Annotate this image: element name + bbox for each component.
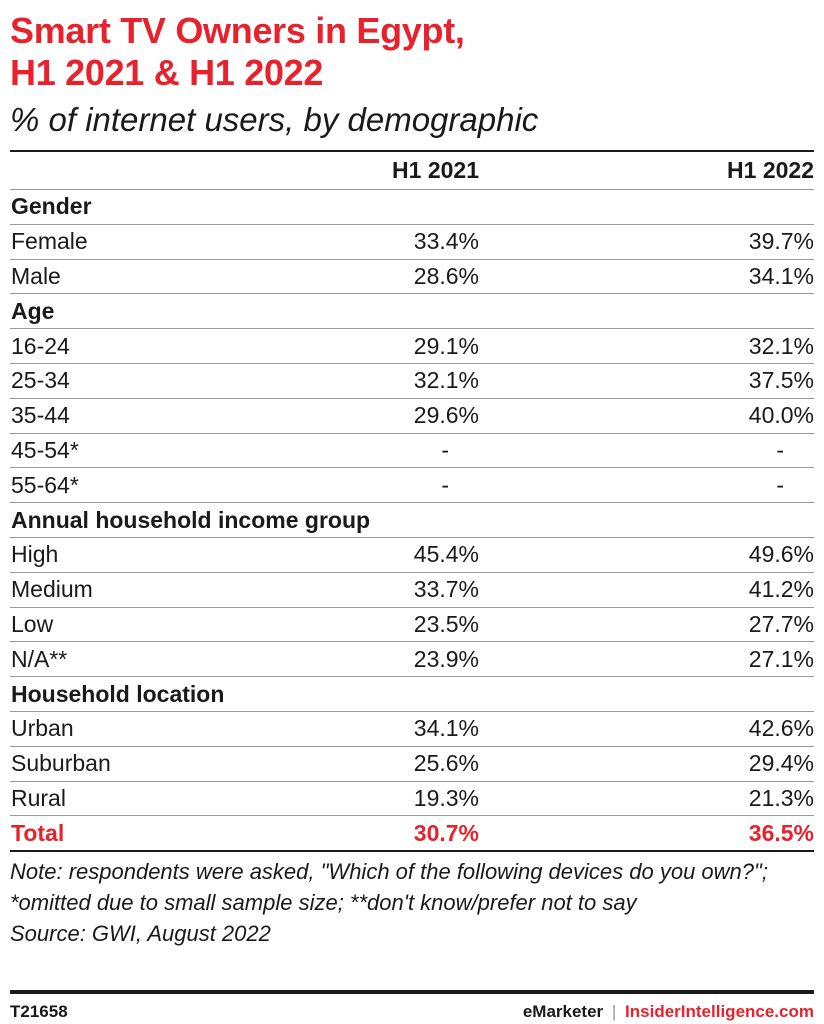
table-row: Urban 34.1% 42.6% [10, 712, 814, 747]
value-h1-2022: 40.0% [748, 402, 814, 429]
table-row: 55-64* - - [10, 468, 814, 504]
group-label: Annual household income group [11, 506, 371, 533]
source-text: Source: GWI, August 2022 [10, 921, 271, 947]
title-line-1: Smart TV Owners in Egypt, [10, 10, 465, 51]
table-row: 16-24 29.1% 32.1% [10, 329, 814, 364]
table-row: Low 23.5% 27.7% [10, 608, 814, 643]
row-label: 45-54* [11, 436, 79, 463]
value-h1-2022: 32.1% [748, 332, 814, 359]
table-header-row: H1 2021 H1 2022 [10, 152, 814, 190]
row-label: Suburban [11, 750, 111, 777]
table-row: Suburban 25.6% 29.4% [10, 747, 814, 782]
row-label: Rural [11, 784, 66, 811]
chart-container: Smart TV Owners in Egypt, H1 2021 & H1 2… [10, 0, 814, 949]
value-h1-2022: 39.7% [748, 228, 814, 255]
group-row-age: Age [10, 294, 814, 330]
value-h1-2021: 29.6% [413, 402, 479, 429]
table-row: Medium 33.7% 41.2% [10, 573, 814, 608]
title-line-2: H1 2021 & H1 2022 [10, 52, 324, 93]
row-label: 25-34 [11, 367, 70, 394]
group-label: Gender [11, 193, 92, 220]
value-h1-2021: 25.6% [413, 750, 479, 777]
value-h1-2022: - [776, 436, 784, 463]
total-h1-2021: 30.7% [413, 819, 479, 846]
note-text: Note: respondents were asked, "Which of … [10, 859, 768, 916]
chart-note: Note: respondents were asked, "Which of … [10, 856, 814, 949]
row-label: Urban [11, 715, 74, 742]
column-header-h1-2021: H1 2021 [392, 157, 479, 183]
chart-id: T21658 [10, 1002, 68, 1021]
row-label: 35-44 [11, 402, 70, 429]
table-row: High 45.4% 49.6% [10, 538, 814, 573]
total-row: Total 30.7% 36.5% [10, 816, 814, 853]
brand-credit: eMarketer | InsiderIntelligence.com [523, 1002, 814, 1022]
value-h1-2021: 23.5% [413, 610, 479, 637]
value-h1-2022: 27.1% [748, 645, 814, 672]
row-label: 55-64* [11, 471, 79, 498]
value-h1-2021: 33.7% [413, 576, 479, 603]
data-table: H1 2021 H1 2022 Gender Female 33.4% 39.7% Ma… [10, 150, 814, 853]
value-h1-2022: 34.1% [748, 262, 814, 289]
value-h1-2022: 21.3% [748, 784, 814, 811]
brand-insider-intelligence: InsiderIntelligence.com [625, 1002, 814, 1021]
row-label: High [11, 541, 59, 568]
value-h1-2022: - [776, 471, 784, 498]
chart-title: Smart TV Owners in Egypt, H1 2021 & H1 2… [10, 10, 814, 94]
row-label: Medium [11, 576, 93, 603]
value-h1-2021: - [441, 436, 449, 463]
row-label: Female [11, 228, 88, 255]
brand-separator: | [611, 1002, 617, 1021]
value-h1-2022: 41.2% [748, 576, 814, 603]
group-label: Household location [11, 680, 225, 707]
value-h1-2021: 33.4% [413, 228, 479, 255]
total-label: Total [11, 819, 65, 846]
group-row-annual-household-income-group: Annual household income group [10, 503, 814, 538]
value-h1-2021: - [441, 471, 449, 498]
table-row: 25-34 32.1% 37.5% [10, 364, 814, 399]
row-label: Low [11, 610, 54, 637]
chart-subtitle: % of internet users, by demographic [10, 101, 539, 138]
total-h1-2022: 36.5% [748, 819, 814, 846]
row-label: 16-24 [11, 332, 70, 359]
group-row-household-location: Household location [10, 677, 814, 712]
value-h1-2022: 49.6% [748, 541, 814, 568]
value-h1-2022: 37.5% [748, 367, 814, 394]
chart-footer: T21658 eMarketer | InsiderIntelligence.c… [10, 990, 814, 1022]
value-h1-2021: 23.9% [413, 645, 479, 672]
group-label: Age [11, 297, 55, 324]
row-label: N/A** [11, 645, 68, 672]
value-h1-2021: 28.6% [413, 262, 479, 289]
value-h1-2022: 42.6% [748, 715, 814, 742]
value-h1-2022: 27.7% [748, 610, 814, 637]
value-h1-2021: 32.1% [413, 367, 479, 394]
group-row-gender: Gender [10, 190, 814, 225]
table-row: N/A** 23.9% 27.1% [10, 642, 814, 678]
table-row: Female 33.4% 39.7% [10, 225, 814, 260]
column-header-h1-2022: H1 2022 [727, 157, 814, 183]
value-h1-2021: 19.3% [413, 784, 479, 811]
value-h1-2021: 29.1% [413, 332, 479, 359]
brand-emarketer: eMarketer [522, 1002, 604, 1021]
value-h1-2021: 45.4% [413, 541, 479, 568]
row-label: Male [11, 262, 61, 289]
value-h1-2021: 34.1% [413, 715, 479, 742]
value-h1-2022: 29.4% [748, 750, 814, 777]
table-row: 45-54* - - [10, 434, 814, 469]
table-row: 35-44 29.6% 40.0% [10, 399, 814, 434]
table-row: Male 28.6% 34.1% [10, 260, 814, 295]
table-row: Rural 19.3% 21.3% [10, 782, 814, 817]
